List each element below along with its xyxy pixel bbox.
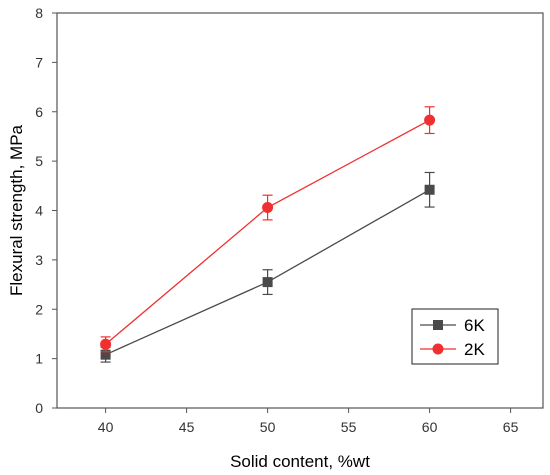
legend-6k-marker xyxy=(433,320,443,330)
x-tick-label: 45 xyxy=(179,419,195,435)
x-tick-label: 55 xyxy=(341,419,357,435)
x-tick-label: 65 xyxy=(503,419,519,435)
y-tick-label: 2 xyxy=(35,301,43,317)
x-tick-label: 50 xyxy=(260,419,276,435)
y-axis-title: Flexural strength, MPa xyxy=(7,124,26,296)
x-tick-label: 60 xyxy=(422,419,438,435)
legend-6k-label: 6K xyxy=(464,316,485,335)
legend-2k-marker xyxy=(432,343,444,355)
y-tick-label: 5 xyxy=(35,153,43,169)
y-tick-label: 1 xyxy=(35,351,43,367)
y-axis-ticks: 0 1 2 3 4 5 6 7 8 xyxy=(35,5,57,416)
series-6k-point xyxy=(100,349,111,360)
series-6k-point xyxy=(262,277,273,288)
series-2k-line xyxy=(105,119,430,345)
y-tick-label: 4 xyxy=(35,203,43,219)
x-axis-ticks: 40 45 50 55 60 65 xyxy=(98,408,519,435)
x-tick-label: 40 xyxy=(98,419,114,435)
y-tick-label: 3 xyxy=(35,252,43,268)
legend-box xyxy=(411,308,499,365)
y-tick-label: 7 xyxy=(35,54,43,70)
series-6k-point xyxy=(424,184,435,195)
y-tick-label: 6 xyxy=(35,104,43,120)
series-2k-point xyxy=(100,338,112,350)
series-2k-point xyxy=(424,114,436,126)
legend-2k-label: 2K xyxy=(464,340,485,359)
y-tick-label: 8 xyxy=(35,5,43,21)
x-axis-title: Solid content, %wt xyxy=(230,452,370,471)
y-tick-label: 0 xyxy=(35,400,43,416)
data-series xyxy=(100,106,436,363)
series-2k-point xyxy=(262,202,274,214)
